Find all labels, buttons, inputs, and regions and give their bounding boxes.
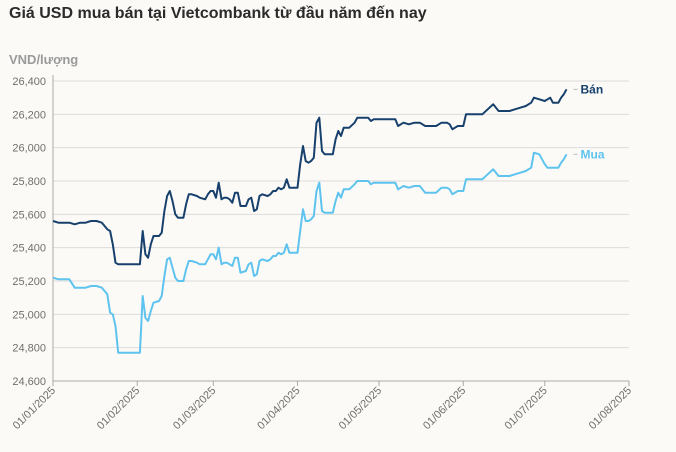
y-tick-label: 24,600 xyxy=(12,376,46,388)
chart-title: Giá USD mua bán tại Vietcombank từ đầu n… xyxy=(9,5,427,22)
series-line-mua xyxy=(52,151,568,354)
y-tick-label: 25,200 xyxy=(12,276,46,288)
y-tick-label: 26,000 xyxy=(12,143,46,155)
series-line-ban xyxy=(52,88,568,266)
axes xyxy=(52,75,630,386)
x-tick-label: 01/08/2025 xyxy=(587,385,634,432)
series-end-labels: Bán Mua xyxy=(573,82,605,161)
series-lines xyxy=(52,88,568,354)
y-tick-label: 25,000 xyxy=(12,309,46,321)
x-tick-label: 01/04/2025 xyxy=(255,385,302,432)
x-tick-label: 01/06/2025 xyxy=(421,385,468,432)
y-tick-label: 26,200 xyxy=(12,109,46,121)
series-label-ban: Bán xyxy=(581,82,604,96)
x-tick-label: 01/05/2025 xyxy=(337,385,384,432)
y-axis-unit-label: VND/lượng xyxy=(9,52,79,67)
x-tick-label: 01/03/2025 xyxy=(171,385,218,432)
x-tick-label: 01/07/2025 xyxy=(502,385,549,432)
series-label-mua: Mua xyxy=(581,147,605,161)
y-tick-label: 24,800 xyxy=(12,343,46,355)
x-tick-label: 01/02/2025 xyxy=(95,385,142,432)
x-tick-label: 01/01/2025 xyxy=(11,385,58,432)
y-tick-label: 25,800 xyxy=(12,176,46,188)
x-tick-labels: 01/01/2025 01/02/2025 01/03/2025 01/04/2025… xyxy=(11,385,634,432)
y-tick-label: 25,600 xyxy=(12,209,46,221)
y-tick-label: 25,400 xyxy=(12,243,46,255)
y-tick-labels: 24,600 24,800 25,000 25,200 25,400 25,600 25,8… xyxy=(12,76,46,388)
gridlines xyxy=(53,80,629,349)
y-tick-label: 26,400 xyxy=(12,76,46,88)
